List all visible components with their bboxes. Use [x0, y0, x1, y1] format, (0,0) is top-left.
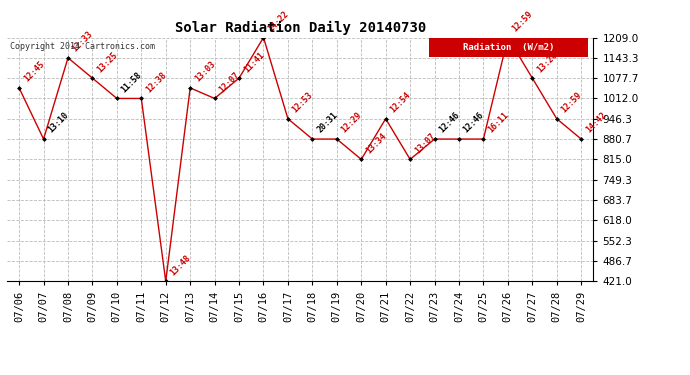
Text: 12:46: 12:46	[462, 111, 486, 135]
Text: 12:38: 12:38	[144, 70, 168, 94]
Text: 13:03: 13:03	[193, 60, 217, 84]
Text: 12:46: 12:46	[437, 111, 462, 135]
Text: 12:53: 12:53	[290, 90, 315, 115]
Text: 16:11: 16:11	[486, 111, 510, 135]
Title: Solar Radiation Daily 20140730: Solar Radiation Daily 20140730	[175, 21, 426, 35]
Text: 12:29: 12:29	[339, 111, 364, 135]
Text: 13:20: 13:20	[535, 50, 559, 74]
Text: 20:31: 20:31	[315, 111, 339, 135]
Text: 12:59: 12:59	[511, 9, 535, 33]
Text: 13:48: 13:48	[168, 253, 193, 277]
Text: 12:07: 12:07	[217, 70, 241, 94]
Text: 13:10: 13:10	[46, 111, 70, 135]
Text: 14:42: 14:42	[584, 111, 608, 135]
Text: 13:07: 13:07	[413, 131, 437, 155]
Text: 13:25: 13:25	[95, 50, 119, 74]
Text: 14:22: 14:22	[266, 9, 290, 33]
Text: Copyright 2014 Cartronics.com: Copyright 2014 Cartronics.com	[10, 42, 155, 51]
Text: 12:54: 12:54	[388, 90, 413, 115]
Text: 12:45: 12:45	[22, 60, 46, 84]
Text: 11:41: 11:41	[241, 50, 266, 74]
Text: 13:34: 13:34	[364, 131, 388, 155]
Text: 12:59: 12:59	[560, 90, 584, 115]
Text: 12:33: 12:33	[71, 30, 95, 54]
Text: 11:58: 11:58	[119, 70, 144, 94]
